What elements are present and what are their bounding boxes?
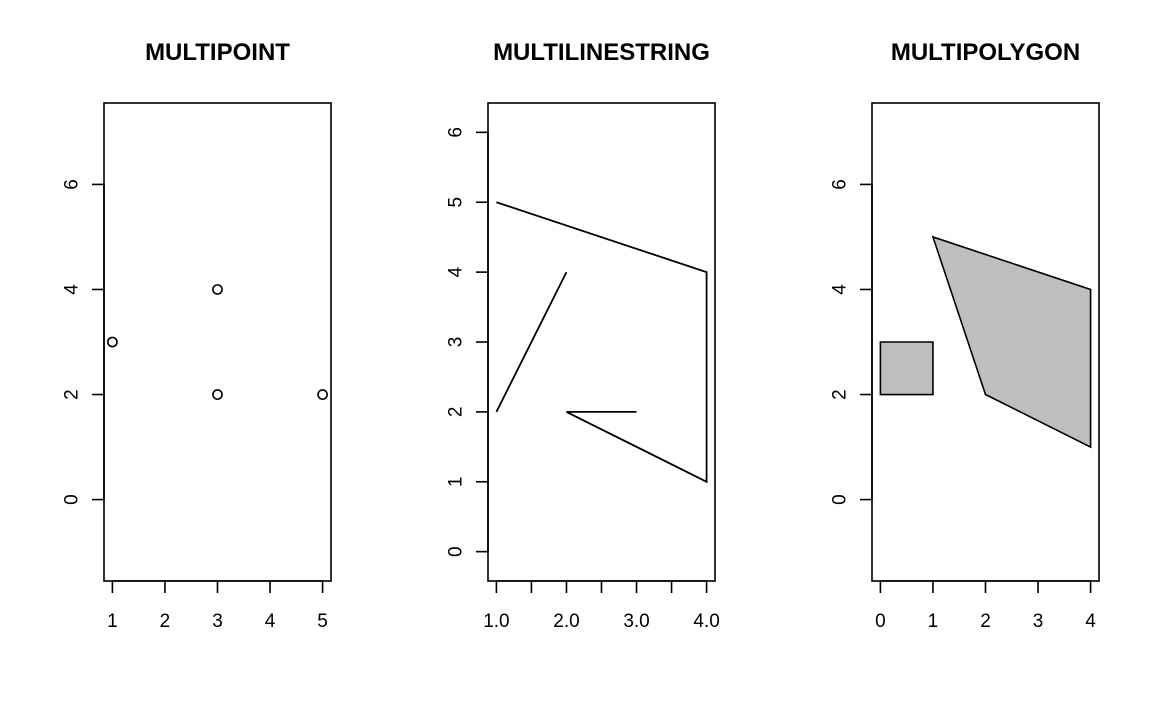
y-tick-label: 6 (830, 179, 851, 190)
plot-frame (103, 102, 332, 582)
y-tick-label: 4 (62, 284, 83, 295)
y-tick-label: 0 (62, 494, 83, 505)
chart-title: MULTILINESTRING (493, 39, 710, 66)
data-point (212, 389, 223, 400)
y-tick-label: 3 (446, 337, 467, 348)
x-tick-label: 3 (1033, 611, 1044, 632)
y-tick-label: 1 (446, 476, 467, 487)
y-tick-label: 2 (830, 389, 851, 400)
plot-panel-3: MULTIPOLYGON 0 1 2 3 4 0 2 4 6 (830, 39, 1100, 632)
x-tick-label: 2 (160, 611, 171, 632)
data-point (317, 389, 328, 400)
y-tick-label: 6 (446, 127, 467, 138)
x-tick-label: 1 (928, 611, 939, 632)
x-tick-label: 1 (107, 611, 118, 632)
x-tick-label: 4.0 (693, 611, 719, 632)
plot-panel-1: MULTIPOINT 1 2 3 4 5 0 2 4 6 (62, 39, 332, 632)
y-tick-label: 4 (830, 284, 851, 295)
x-tick-label: 3 (212, 611, 223, 632)
y-tick-label: 0 (446, 546, 467, 557)
plot-frame (487, 102, 716, 582)
polygon-shape (879, 341, 934, 396)
y-tick-label: 5 (446, 197, 467, 208)
chart-title: MULTIPOINT (145, 39, 290, 66)
x-tick-label: 1.0 (483, 611, 509, 632)
x-tick-label: 2.0 (553, 611, 579, 632)
chart-title: MULTIPOLYGON (891, 39, 1080, 66)
y-tick-label: 0 (830, 494, 851, 505)
line-series (496, 201, 708, 484)
x-tick-label: 5 (317, 611, 328, 632)
y-tick-label: 2 (62, 389, 83, 400)
polygon-shape (931, 235, 1092, 449)
data-point (107, 336, 118, 348)
data-point (212, 284, 223, 295)
line-series (495, 271, 568, 413)
plot-panel-2: MULTILINESTRING 1.0 2.0 3.0 4.0 0 1 2 3 4 5 6 (446, 39, 720, 632)
x-tick-label: 0 (875, 611, 886, 632)
x-tick-label: 4 (265, 611, 276, 632)
y-tick-label: 2 (446, 407, 467, 418)
y-tick-label: 4 (446, 266, 467, 277)
x-tick-label: 2 (980, 611, 991, 632)
x-tick-label: 4 (1085, 611, 1096, 632)
x-tick-label: 3.0 (623, 611, 649, 632)
y-tick-label: 6 (62, 179, 83, 190)
